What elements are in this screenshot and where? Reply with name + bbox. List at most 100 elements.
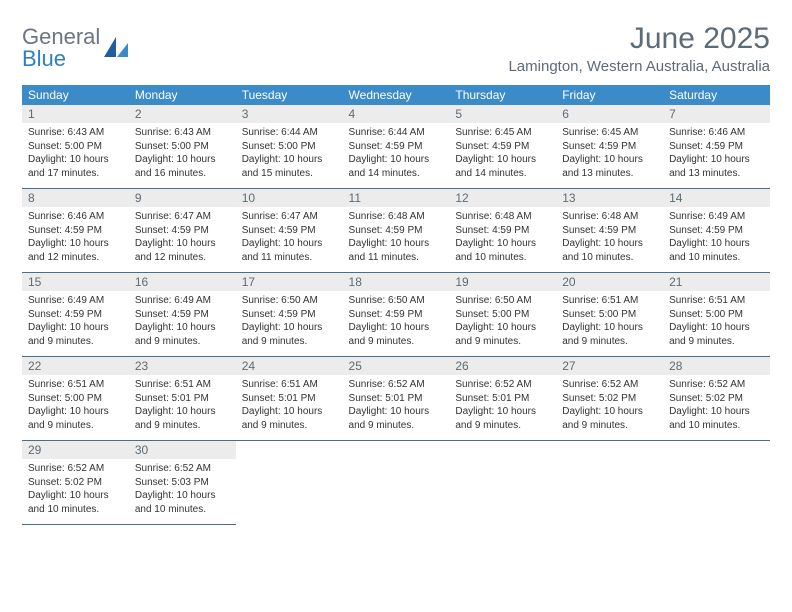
day-sunset: Sunset: 4:59 PM (135, 224, 230, 238)
calendar-day: 19Sunrise: 6:50 AMSunset: 5:00 PMDayligh… (449, 273, 556, 357)
day-day1: Daylight: 10 hours (669, 153, 764, 167)
day-sunset: Sunset: 5:01 PM (455, 392, 550, 406)
day-sunset: Sunset: 5:00 PM (135, 140, 230, 154)
day-sunset: Sunset: 5:01 PM (349, 392, 444, 406)
day-day1: Daylight: 10 hours (349, 321, 444, 335)
calendar-day: 23Sunrise: 6:51 AMSunset: 5:01 PMDayligh… (129, 357, 236, 441)
day-day1: Daylight: 10 hours (28, 489, 123, 503)
day-content: Sunrise: 6:48 AMSunset: 4:59 PMDaylight:… (343, 207, 450, 272)
day-number: 18 (343, 273, 450, 291)
page-subtitle: Lamington, Western Australia, Australia (508, 58, 770, 75)
day-sunset: Sunset: 5:00 PM (28, 392, 123, 406)
day-sunrise: Sunrise: 6:43 AM (135, 126, 230, 140)
day-sunrise: Sunrise: 6:52 AM (349, 378, 444, 392)
empty-cell (556, 441, 663, 525)
day-number: 20 (556, 273, 663, 291)
day-sunset: Sunset: 4:59 PM (455, 140, 550, 154)
day-content: Sunrise: 6:52 AMSunset: 5:01 PMDaylight:… (449, 375, 556, 440)
calendar-day: 29Sunrise: 6:52 AMSunset: 5:02 PMDayligh… (22, 441, 129, 525)
empty-cell (449, 441, 556, 525)
calendar-day: 26Sunrise: 6:52 AMSunset: 5:01 PMDayligh… (449, 357, 556, 441)
calendar-day: 13Sunrise: 6:48 AMSunset: 4:59 PMDayligh… (556, 189, 663, 273)
day-sunrise: Sunrise: 6:46 AM (28, 210, 123, 224)
calendar-day: 3Sunrise: 6:44 AMSunset: 5:00 PMDaylight… (236, 105, 343, 189)
day-day1: Daylight: 10 hours (562, 237, 657, 251)
day-number: 7 (663, 105, 770, 123)
calendar-day: 30Sunrise: 6:52 AMSunset: 5:03 PMDayligh… (129, 441, 236, 525)
day-day1: Daylight: 10 hours (455, 153, 550, 167)
day-sunrise: Sunrise: 6:49 AM (28, 294, 123, 308)
empty-cell (663, 441, 770, 525)
day-content: Sunrise: 6:44 AMSunset: 4:59 PMDaylight:… (343, 123, 450, 188)
day-day2: and 9 minutes. (135, 335, 230, 349)
day-header-row: Sunday Monday Tuesday Wednesday Thursday… (22, 85, 770, 105)
day-day1: Daylight: 10 hours (455, 237, 550, 251)
day-day1: Daylight: 10 hours (455, 321, 550, 335)
day-sunrise: Sunrise: 6:50 AM (349, 294, 444, 308)
day-number: 12 (449, 189, 556, 207)
day-day2: and 14 minutes. (455, 167, 550, 181)
day-day2: and 9 minutes. (135, 419, 230, 433)
day-number: 6 (556, 105, 663, 123)
day-day1: Daylight: 10 hours (349, 405, 444, 419)
day-sunrise: Sunrise: 6:47 AM (242, 210, 337, 224)
day-content: Sunrise: 6:51 AMSunset: 5:00 PMDaylight:… (556, 291, 663, 356)
day-sunset: Sunset: 4:59 PM (349, 140, 444, 154)
day-day1: Daylight: 10 hours (562, 321, 657, 335)
day-number: 23 (129, 357, 236, 375)
day-sunset: Sunset: 5:02 PM (28, 476, 123, 490)
calendar-day: 2Sunrise: 6:43 AMSunset: 5:00 PMDaylight… (129, 105, 236, 189)
brand-text: General Blue (22, 26, 100, 70)
day-day1: Daylight: 10 hours (562, 153, 657, 167)
day-day2: and 10 minutes. (669, 251, 764, 265)
day-day2: and 17 minutes. (28, 167, 123, 181)
day-day1: Daylight: 10 hours (28, 321, 123, 335)
day-number: 22 (22, 357, 129, 375)
day-day2: and 16 minutes. (135, 167, 230, 181)
day-content: Sunrise: 6:52 AMSunset: 5:01 PMDaylight:… (343, 375, 450, 440)
calendar-day: 12Sunrise: 6:48 AMSunset: 4:59 PMDayligh… (449, 189, 556, 273)
day-number: 11 (343, 189, 450, 207)
brand-bottom: Blue (22, 48, 100, 70)
calendar-page: General Blue June 2025 Lamington, Wester… (0, 0, 792, 543)
day-sunrise: Sunrise: 6:45 AM (455, 126, 550, 140)
day-number: 25 (343, 357, 450, 375)
day-number: 9 (129, 189, 236, 207)
day-day2: and 9 minutes. (349, 335, 444, 349)
day-day1: Daylight: 10 hours (669, 237, 764, 251)
day-day1: Daylight: 10 hours (242, 321, 337, 335)
calendar-day: 6Sunrise: 6:45 AMSunset: 4:59 PMDaylight… (556, 105, 663, 189)
day-day2: and 9 minutes. (455, 419, 550, 433)
day-day2: and 11 minutes. (349, 251, 444, 265)
page-title: June 2025 (508, 22, 770, 56)
title-block: June 2025 Lamington, Western Australia, … (508, 18, 770, 79)
day-number: 15 (22, 273, 129, 291)
day-sunset: Sunset: 5:01 PM (135, 392, 230, 406)
day-number: 14 (663, 189, 770, 207)
calendar-day: 28Sunrise: 6:52 AMSunset: 5:02 PMDayligh… (663, 357, 770, 441)
day-content: Sunrise: 6:49 AMSunset: 4:59 PMDaylight:… (22, 291, 129, 356)
day-day1: Daylight: 10 hours (135, 237, 230, 251)
day-day1: Daylight: 10 hours (28, 237, 123, 251)
day-content: Sunrise: 6:51 AMSunset: 5:00 PMDaylight:… (22, 375, 129, 440)
day-number: 19 (449, 273, 556, 291)
header-row: General Blue June 2025 Lamington, Wester… (22, 18, 770, 79)
day-day1: Daylight: 10 hours (669, 321, 764, 335)
day-sunset: Sunset: 4:59 PM (669, 140, 764, 154)
day-day1: Daylight: 10 hours (669, 405, 764, 419)
day-header: Wednesday (343, 85, 450, 105)
day-sunrise: Sunrise: 6:46 AM (669, 126, 764, 140)
calendar-day: 21Sunrise: 6:51 AMSunset: 5:00 PMDayligh… (663, 273, 770, 357)
day-number: 2 (129, 105, 236, 123)
day-sunset: Sunset: 4:59 PM (455, 224, 550, 238)
day-content: Sunrise: 6:43 AMSunset: 5:00 PMDaylight:… (22, 123, 129, 188)
day-header: Sunday (22, 85, 129, 105)
day-header: Friday (556, 85, 663, 105)
day-number: 29 (22, 441, 129, 459)
day-day2: and 9 minutes. (562, 419, 657, 433)
day-sunset: Sunset: 5:00 PM (242, 140, 337, 154)
day-day1: Daylight: 10 hours (135, 405, 230, 419)
day-content: Sunrise: 6:51 AMSunset: 5:01 PMDaylight:… (129, 375, 236, 440)
day-sunrise: Sunrise: 6:44 AM (349, 126, 444, 140)
calendar-day: 27Sunrise: 6:52 AMSunset: 5:02 PMDayligh… (556, 357, 663, 441)
